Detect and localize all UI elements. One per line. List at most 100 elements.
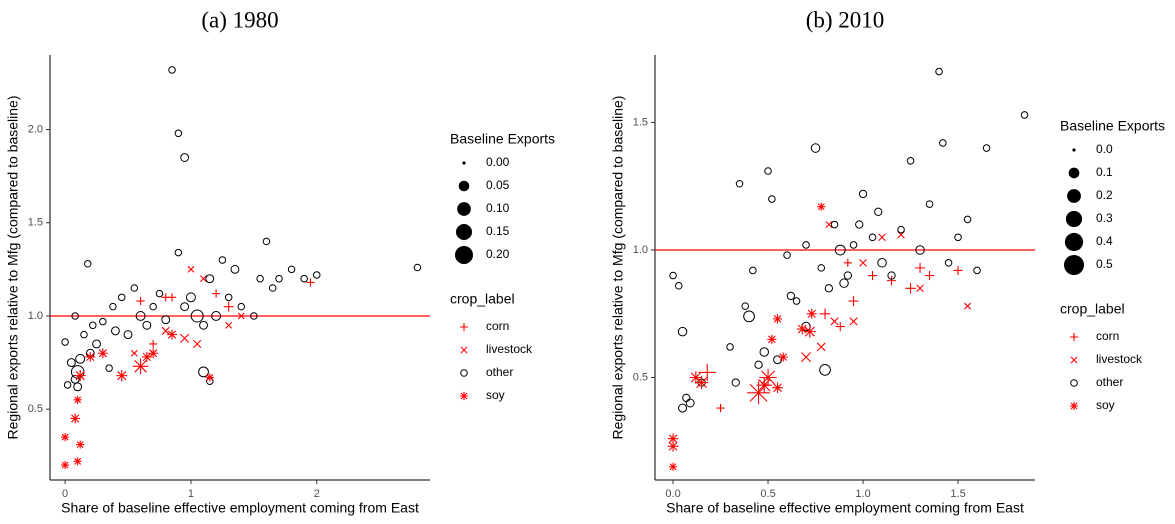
point xyxy=(741,302,750,310)
point xyxy=(174,129,183,138)
point xyxy=(161,315,171,325)
point xyxy=(868,233,877,242)
point xyxy=(168,66,176,74)
point xyxy=(132,358,149,375)
point xyxy=(198,366,209,378)
point xyxy=(130,349,138,357)
point xyxy=(964,302,972,310)
x-tick-label: 1.0 xyxy=(855,488,870,500)
point xyxy=(73,395,82,404)
point xyxy=(237,302,246,311)
point xyxy=(726,343,734,351)
point xyxy=(667,433,679,445)
point xyxy=(754,360,763,369)
point xyxy=(897,225,905,234)
point xyxy=(187,265,195,273)
legend-label: corn xyxy=(1096,329,1119,343)
point xyxy=(211,310,222,321)
point xyxy=(155,289,164,298)
y-tick-label: 1.5 xyxy=(633,116,648,128)
point xyxy=(830,317,839,326)
legend-label: 0.3 xyxy=(1096,211,1113,225)
point xyxy=(839,278,849,288)
point xyxy=(73,457,82,466)
legend-label: 0.00 xyxy=(486,155,510,169)
point xyxy=(735,179,744,188)
point xyxy=(830,220,839,229)
point xyxy=(667,441,679,452)
legend-size-key xyxy=(1067,189,1081,203)
point xyxy=(256,274,264,283)
legend-title: crop_label xyxy=(450,291,515,307)
legend-label: livestock xyxy=(486,342,533,356)
point xyxy=(142,320,152,330)
legend-size-key xyxy=(1065,210,1083,228)
legend-key xyxy=(1070,356,1078,364)
point xyxy=(806,308,817,319)
point xyxy=(783,251,791,259)
y-tick-label: 2.0 xyxy=(28,123,43,135)
point xyxy=(83,260,92,268)
point xyxy=(810,143,821,153)
point xyxy=(61,433,70,442)
point xyxy=(116,370,128,382)
point xyxy=(212,289,221,298)
point xyxy=(413,263,422,272)
point xyxy=(764,167,772,175)
legend-size-key xyxy=(1064,255,1084,275)
point xyxy=(110,326,120,336)
point xyxy=(817,202,826,211)
point xyxy=(855,220,864,229)
point xyxy=(268,284,277,292)
point xyxy=(716,404,725,413)
point xyxy=(200,275,207,283)
point xyxy=(300,274,308,283)
point xyxy=(205,274,215,284)
y-tick-label: 1.0 xyxy=(28,310,43,322)
legend-key xyxy=(459,391,469,401)
x-axis-title: Share of baseline effective employment c… xyxy=(666,500,1024,516)
point xyxy=(313,271,321,279)
y-tick-label: 0.5 xyxy=(633,371,648,383)
point xyxy=(1020,111,1029,119)
y-tick-label: 1.5 xyxy=(28,217,43,229)
point xyxy=(674,281,683,290)
point xyxy=(174,248,183,257)
point xyxy=(97,348,108,359)
point xyxy=(803,325,817,338)
point xyxy=(743,310,755,323)
point xyxy=(89,321,97,330)
x-axis-title: Share of baseline effective employment c… xyxy=(61,500,419,516)
point xyxy=(167,293,177,302)
chart-title: (b) 2010 xyxy=(806,7,885,32)
point xyxy=(819,364,831,376)
point xyxy=(916,284,924,293)
point xyxy=(935,67,943,76)
point xyxy=(982,144,991,152)
legend-label: 0.0 xyxy=(1096,142,1113,156)
point xyxy=(867,270,878,281)
legend-key xyxy=(460,346,468,354)
point xyxy=(773,355,783,365)
legend-label: 0.10 xyxy=(486,201,510,215)
point xyxy=(218,256,227,264)
point xyxy=(819,308,831,320)
legend-label: other xyxy=(1096,375,1123,389)
point xyxy=(61,461,70,470)
legend-label: 0.20 xyxy=(486,247,510,261)
y-tick-label: 1.0 xyxy=(633,244,648,256)
x-tick-label: 1 xyxy=(188,488,194,500)
point xyxy=(747,381,770,405)
point xyxy=(953,265,963,276)
point xyxy=(130,284,139,292)
point xyxy=(796,323,808,335)
point xyxy=(694,375,709,390)
point xyxy=(792,297,801,305)
point xyxy=(167,329,177,340)
point xyxy=(843,258,852,267)
point xyxy=(73,382,83,392)
point xyxy=(835,321,845,332)
point xyxy=(858,189,868,199)
point xyxy=(731,378,740,387)
